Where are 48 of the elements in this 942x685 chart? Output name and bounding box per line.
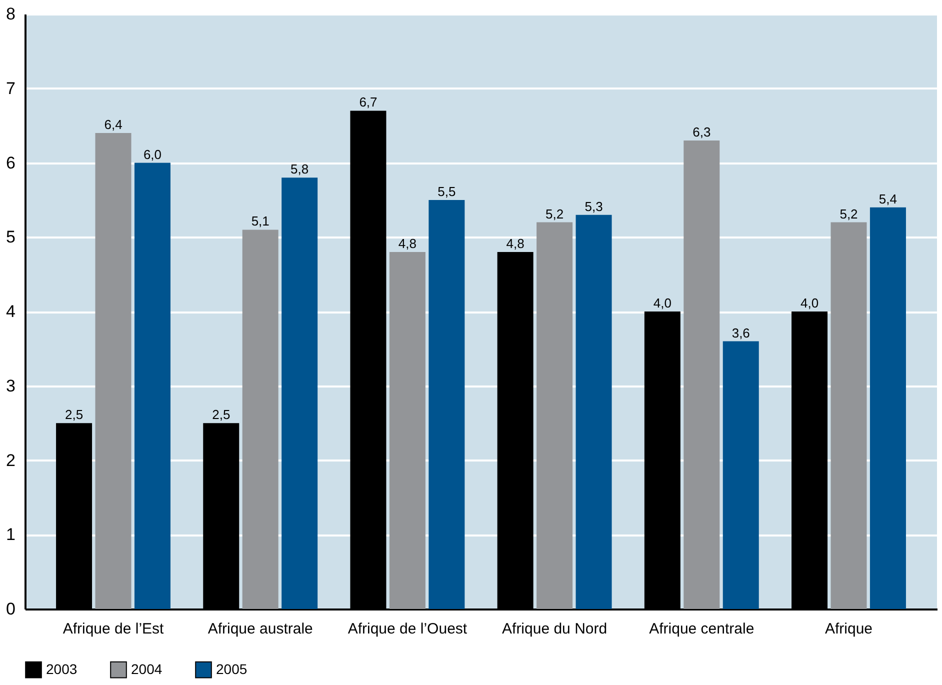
data-label: 4,8 (506, 236, 524, 251)
y-tick-label: 1 (6, 525, 16, 544)
data-label: 5,8 (290, 162, 309, 177)
data-label: 5,3 (584, 198, 603, 214)
bar (536, 222, 573, 609)
x-tick-label: Afrique (824, 620, 873, 638)
bar (95, 133, 132, 609)
bar (428, 200, 465, 609)
x-tick-label: Afrique australe (208, 620, 313, 638)
data-label: 4,0 (800, 296, 819, 310)
y-tick-label: 7 (6, 78, 16, 98)
legend-label: 2005 (216, 660, 248, 677)
x-tick-label: Afrique du Nord (502, 620, 608, 638)
bar (134, 162, 170, 609)
bar (830, 222, 867, 609)
data-label: 5,1 (251, 214, 270, 229)
data-label: 6,3 (692, 124, 711, 140)
data-label: 2,5 (64, 407, 84, 422)
y-tick-label: 3 (6, 376, 16, 396)
data-label: 5,2 (546, 206, 564, 222)
y-tick-label: 0 (6, 600, 16, 618)
data-label: 2,5 (212, 407, 230, 422)
data-label: 6,4 (104, 117, 122, 132)
data-label: 6,0 (143, 146, 162, 162)
bar (282, 178, 318, 609)
x-tick-label: Afrique de l’Est (62, 620, 165, 638)
bar (722, 341, 759, 609)
y-tick-label: 2 (6, 450, 16, 470)
y-tick-label: 4 (6, 302, 16, 321)
y-tick-label: 5 (6, 228, 16, 247)
data-label: 6,7 (359, 94, 378, 110)
data-label: 4,0 (653, 296, 672, 310)
x-tick-label: Afrique centrale (649, 620, 754, 638)
bar (576, 214, 612, 609)
bar (389, 252, 426, 609)
data-label: 5,5 (438, 184, 456, 199)
bar (242, 230, 278, 609)
data-label: 5,2 (840, 206, 858, 222)
y-tick-label: 6 (6, 153, 16, 172)
data-label: 5,4 (878, 191, 898, 206)
data-label: 3,6 (732, 325, 750, 340)
x-tick-label: Afrique de l’Ouest (348, 620, 468, 638)
bar (684, 140, 720, 609)
bar (870, 207, 906, 609)
data-label: 4,8 (398, 236, 416, 251)
legend-label: 2004 (131, 660, 162, 677)
y-tick-label: 8 (6, 4, 16, 24)
legend-label: 2003 (46, 660, 78, 677)
